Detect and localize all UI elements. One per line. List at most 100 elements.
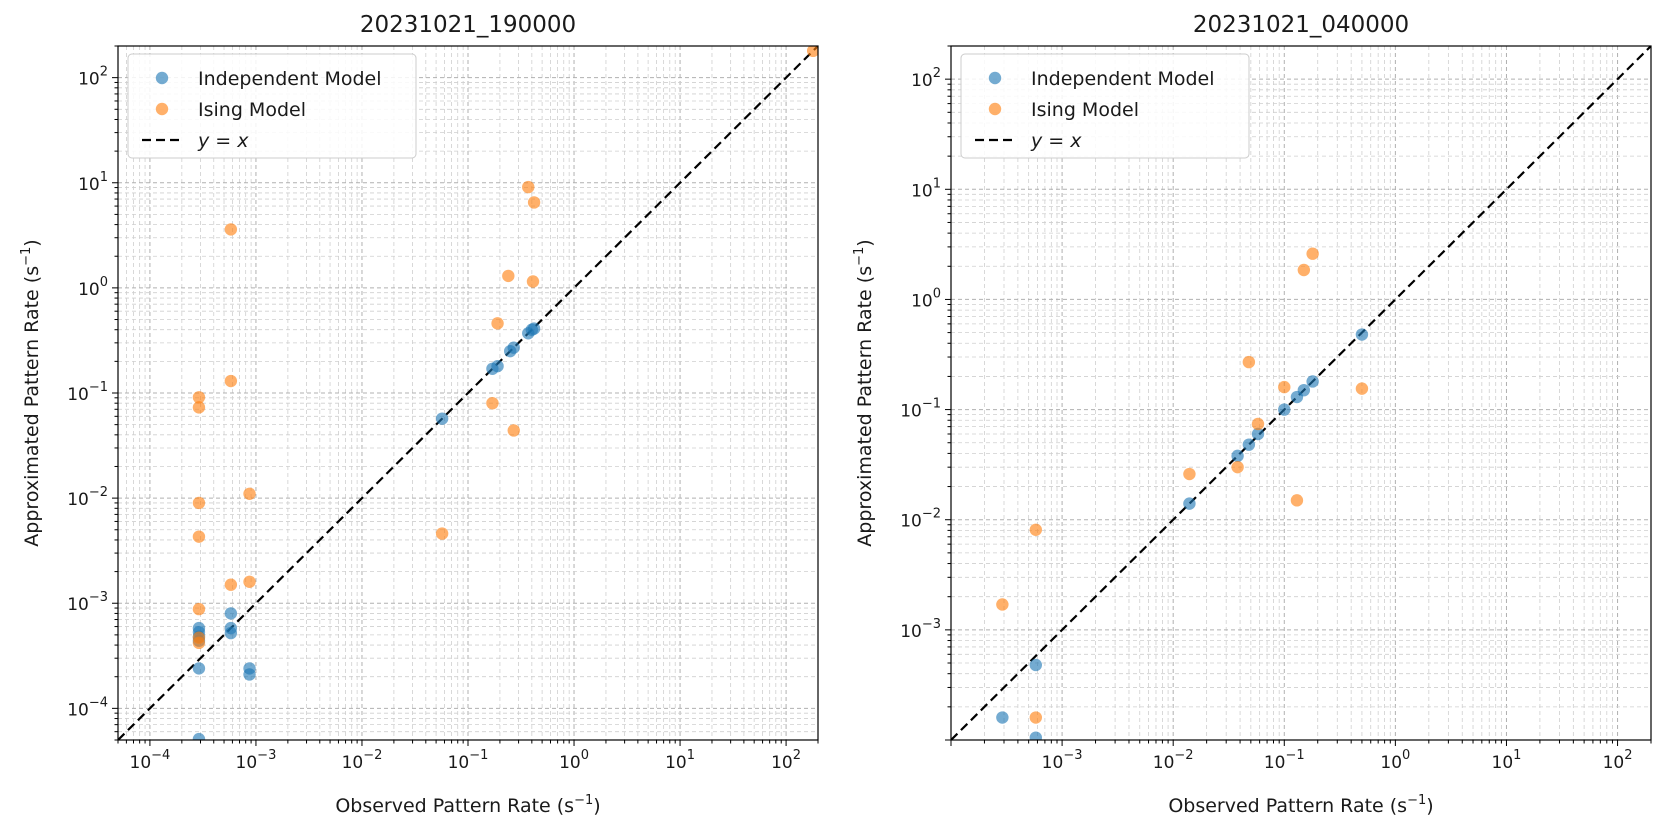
ising-model-point bbox=[1251, 417, 1265, 431]
y-axis-label: Approximated Pattern Rate (s−1) bbox=[19, 239, 43, 546]
ising-model-point bbox=[1306, 247, 1319, 260]
x-tick-label: 101 bbox=[665, 748, 695, 773]
plot-area bbox=[951, 46, 1651, 740]
ising-model-point bbox=[224, 578, 238, 591]
y-tick-label: 100 bbox=[78, 275, 108, 300]
ising-model-point bbox=[192, 496, 206, 510]
ising-model-point bbox=[486, 396, 499, 410]
ising-model-point bbox=[192, 530, 206, 543]
ticks bbox=[112, 45, 819, 746]
ising-model-point bbox=[526, 275, 540, 288]
x-tick-label: 10−3 bbox=[1042, 748, 1083, 773]
independent-model-point bbox=[527, 322, 541, 335]
independent-model-point bbox=[1297, 383, 1311, 397]
chart-title: 20231021_190000 bbox=[360, 12, 576, 38]
ising-model-point bbox=[1029, 711, 1043, 724]
ising-model-point bbox=[522, 180, 535, 194]
ising-model-point bbox=[435, 527, 449, 540]
x-axis-label: Observed Pattern Rate (s−1) bbox=[1168, 793, 1433, 817]
ising-model-point bbox=[491, 317, 504, 330]
legend-label: Independent Model bbox=[198, 68, 382, 90]
legend-label: Independent Model bbox=[1031, 68, 1215, 90]
independent-model-point bbox=[1183, 497, 1196, 510]
x-tick-label: 102 bbox=[771, 748, 801, 773]
y-axis-label: Approximated Pattern Rate (s−1) bbox=[852, 239, 876, 546]
y-tick-label: 101 bbox=[911, 176, 941, 201]
ising-model-point bbox=[1231, 460, 1244, 474]
chart-panel-2: 10−3 10−2 10−1 100 101 102 10−3 10−2 10−1 100 101 1… bbox=[852, 12, 1652, 817]
independent-model-point bbox=[491, 359, 504, 373]
independent-model-point bbox=[1231, 449, 1244, 463]
ising-model-point bbox=[224, 374, 238, 388]
legend-box bbox=[127, 53, 417, 159]
ising-model-point bbox=[996, 598, 1009, 611]
ising-model-point bbox=[192, 391, 206, 404]
y-tick-label: 10−2 bbox=[67, 485, 108, 510]
legend-box bbox=[960, 53, 1250, 159]
ising-model-point bbox=[224, 223, 238, 236]
ticks bbox=[945, 45, 1652, 746]
y-tick-label: 10−1 bbox=[900, 397, 941, 422]
plot-area bbox=[118, 46, 818, 740]
independent-model-point bbox=[224, 607, 238, 620]
chart-title: 20231021_040000 bbox=[1193, 12, 1409, 38]
independent-model-point bbox=[1029, 658, 1043, 672]
independent-model-point bbox=[1251, 427, 1265, 441]
ising-model-point bbox=[1297, 263, 1311, 277]
ising-model-point bbox=[1278, 380, 1291, 394]
x-tick-label: 10−2 bbox=[342, 748, 383, 773]
independent-model-point bbox=[1306, 375, 1319, 388]
legend-marker bbox=[155, 71, 169, 85]
legend: Independent Model Ising Model y = x bbox=[960, 53, 1250, 159]
ising-model-point bbox=[192, 636, 206, 650]
independent-model-point bbox=[435, 412, 449, 425]
ising-model-point bbox=[1355, 382, 1369, 395]
x-tick-label: 10−1 bbox=[1264, 748, 1305, 773]
ising-model-point bbox=[192, 602, 206, 616]
x-tick-label: 10−3 bbox=[236, 748, 277, 773]
y-tick-label: 10−4 bbox=[67, 695, 108, 720]
independent-model-point bbox=[1278, 403, 1291, 416]
independent-model-point bbox=[996, 711, 1009, 724]
legend-label: y = x bbox=[197, 130, 249, 152]
ising-model-point bbox=[806, 46, 818, 58]
chart-panel-1: 10−4 10−3 10−2 10−1 100 101 102 10−4 10−3 10−2 10−… bbox=[19, 12, 819, 817]
y-tick-label: 10−3 bbox=[900, 617, 941, 642]
independent-model-point bbox=[243, 668, 256, 681]
x-tick-label: 101 bbox=[1492, 748, 1522, 773]
axes-frame bbox=[950, 45, 1652, 741]
legend-marker bbox=[155, 102, 169, 116]
independent-model-point bbox=[507, 341, 520, 354]
y-tick-label: 101 bbox=[78, 170, 108, 195]
legend-label: y = x bbox=[1030, 130, 1082, 152]
ising-model-point bbox=[243, 575, 256, 588]
ising-model-point bbox=[1290, 494, 1304, 507]
y-tick-label: 102 bbox=[78, 65, 108, 90]
identity-line bbox=[118, 46, 818, 740]
legend-label: Ising Model bbox=[1031, 99, 1139, 121]
x-tick-label: 102 bbox=[1603, 748, 1633, 773]
x-axis-label: Observed Pattern Rate (s−1) bbox=[335, 793, 600, 817]
y-tick-label: 102 bbox=[911, 66, 941, 91]
ising-model-point bbox=[192, 401, 206, 414]
legend: Independent Model Ising Model y = x bbox=[127, 53, 417, 159]
ising-model-point bbox=[1029, 523, 1043, 536]
y-tick-label: 10−1 bbox=[67, 380, 108, 405]
ising-model-point bbox=[1183, 467, 1196, 481]
independent-model-point bbox=[192, 662, 206, 675]
ising-model-point bbox=[243, 487, 256, 500]
independent-model-point bbox=[1242, 438, 1256, 451]
legend-label: Ising Model bbox=[198, 99, 306, 121]
x-tick-label: 100 bbox=[1380, 748, 1410, 773]
independent-model-point bbox=[224, 626, 238, 640]
ising-model-point bbox=[527, 196, 541, 209]
x-tick-label: 10−4 bbox=[130, 748, 171, 773]
independent-model-point bbox=[1355, 328, 1369, 341]
x-tick-label: 10−2 bbox=[1153, 748, 1194, 773]
independent-model-point bbox=[192, 732, 206, 740]
ising-model-point bbox=[502, 269, 515, 283]
grid bbox=[951, 46, 1651, 740]
y-tick-label: 10−3 bbox=[67, 590, 108, 615]
ising-model-point bbox=[1242, 355, 1256, 369]
